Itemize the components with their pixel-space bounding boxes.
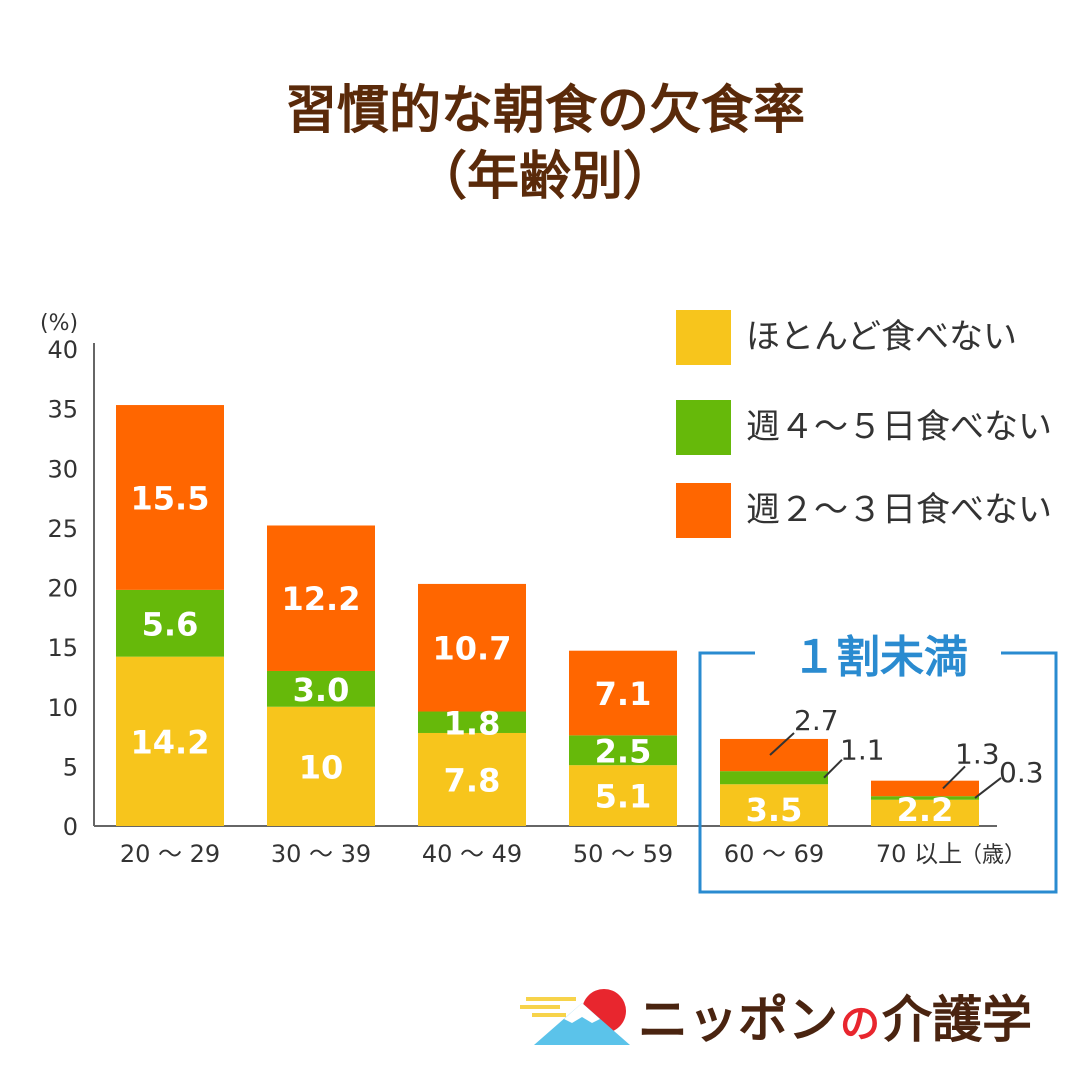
bar-segment <box>418 583 526 712</box>
bar-value-label: 15.5 <box>131 479 210 517</box>
bar-value-label: 5.6 <box>142 605 199 643</box>
leader-line <box>769 732 795 756</box>
bar-segment <box>871 796 979 800</box>
legend-swatch-hotondo <box>676 310 731 365</box>
x-category-label: 40 ～ 49 <box>422 840 522 868</box>
bar-segment <box>720 738 828 772</box>
bar-segment <box>267 706 375 826</box>
bar-segment <box>418 732 526 826</box>
y-tick-label: 15 <box>47 634 78 662</box>
chart-title-line1: 習慣的な朝食の欠食率 <box>284 81 805 141</box>
bar-value-label: 2.7 <box>794 704 839 737</box>
bar-value-label: 7.8 <box>444 761 501 799</box>
mount-fuji-logo-icon <box>520 989 630 1045</box>
legend-label-week45: 週４～５日食べない <box>746 407 1052 447</box>
x-category-label: 30 ～ 39 <box>271 840 371 868</box>
brand-logo: ニッポンの介護学 <box>520 985 1060 1055</box>
x-unit-label: （歳） <box>960 843 1026 868</box>
y-tick-label: 20 <box>47 575 78 603</box>
legend-label-hotondo: ほとんど食べない <box>746 317 1017 357</box>
bar-segment <box>418 711 526 733</box>
brand-logo-text: ニッポンの介護学 <box>638 987 1032 1057</box>
bar-value-label: 3.5 <box>746 791 803 829</box>
x-category-label: 70 以上 <box>876 840 962 868</box>
bar-value-label: 1.8 <box>444 704 501 742</box>
bar-value-label: 10.7 <box>433 630 512 668</box>
bar-segment <box>116 405 224 590</box>
bar-segment <box>720 784 828 826</box>
bar-segment <box>116 589 224 657</box>
legend-swatch-week45 <box>676 400 731 455</box>
leader-line <box>974 777 1002 799</box>
bar-value-label: 12.2 <box>282 580 361 618</box>
bar-value-label: 2.2 <box>897 791 954 829</box>
y-tick-label: 5 <box>63 753 78 781</box>
brand-logo-particle: の <box>840 1001 880 1047</box>
bar-segment <box>569 735 677 766</box>
legend-label-week23: 週２～３日食べない <box>746 490 1052 530</box>
bar-value-label: 1.3 <box>955 737 1000 770</box>
bar-value-label: 0.3 <box>999 756 1044 789</box>
x-category-label: 50 ～ 59 <box>573 840 673 868</box>
legend-swatch-week23 <box>676 483 731 538</box>
bar-value-label: 5.1 <box>595 778 652 816</box>
brand-logo-prefix: ニッポン <box>638 991 838 1049</box>
leader-line <box>823 758 843 779</box>
chart-title: 習慣的な朝食の欠食率 （年齢別） <box>0 78 1090 210</box>
annotation-box <box>698 651 1058 894</box>
y-tick-label: 40 <box>47 336 78 364</box>
bar-segment <box>569 650 677 736</box>
y-tick-label: 25 <box>47 515 78 543</box>
bar-segment <box>871 799 979 826</box>
leader-line <box>942 765 966 790</box>
bar-value-label: 2.5 <box>595 732 652 770</box>
y-tick-label: 35 <box>47 396 78 424</box>
y-tick-label: 10 <box>47 694 78 722</box>
chart-title-line2: （年齢別） <box>414 147 675 207</box>
annotation-label: １割未満 <box>792 632 968 683</box>
y-tick-label: 30 <box>47 455 78 483</box>
bar-value-label: 7.1 <box>595 675 652 713</box>
y-tick-label: 0 <box>63 813 78 841</box>
y-unit-label: (%) <box>40 311 78 336</box>
bar-segment <box>569 765 677 826</box>
bar-value-label: 3.0 <box>293 671 350 709</box>
x-category-label: 60 ～ 69 <box>724 840 824 868</box>
bar-segment <box>871 780 979 797</box>
bar-value-label: 10 <box>299 748 344 786</box>
x-category-label: 20 ～ 29 <box>120 840 220 868</box>
bar-segment <box>267 525 375 671</box>
bar-segment <box>116 656 224 826</box>
bar-segment <box>267 670 375 707</box>
bar-segment <box>720 771 828 785</box>
bar-value-label: 1.1 <box>840 734 885 767</box>
brand-logo-suffix: 介護学 <box>882 991 1032 1049</box>
bar-value-label: 14.2 <box>131 723 210 761</box>
